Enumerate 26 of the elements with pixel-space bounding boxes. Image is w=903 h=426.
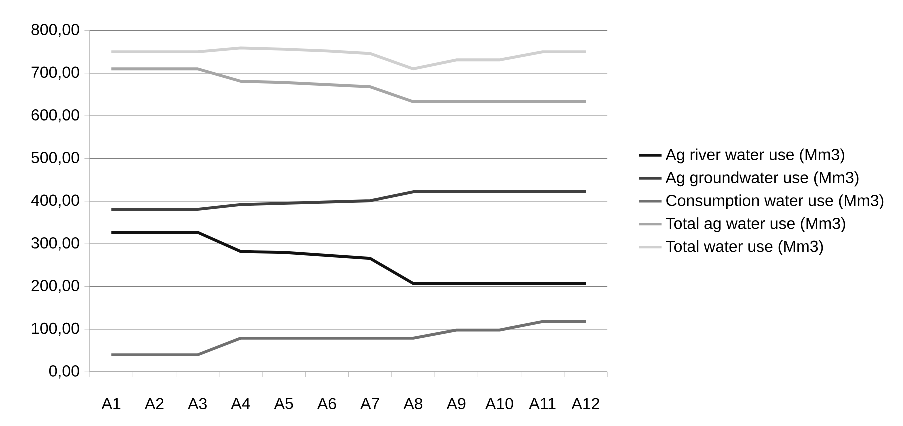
legend-label: Consumption water use (Mm3) xyxy=(666,194,884,210)
x-tick-label: A2 xyxy=(144,398,164,410)
legend-label: Ag groundwater use (Mm3) xyxy=(666,172,859,187)
x-tick-label: A1 xyxy=(102,398,121,410)
x-tick-label: A8 xyxy=(404,398,423,410)
legend-label: Total water use (Mm3) xyxy=(666,240,824,256)
x-tick-label: A9 xyxy=(446,398,466,410)
x-tick-label: A12 xyxy=(572,398,600,410)
x-tick-label: A11 xyxy=(529,398,556,410)
y-tick-label: 0,00 xyxy=(49,365,80,379)
y-tick-label: 500,00 xyxy=(32,152,80,166)
y-tick-label: 800,00 xyxy=(32,24,80,38)
x-tick-label: A10 xyxy=(486,398,514,410)
y-tick-label: 300,00 xyxy=(32,237,80,251)
x-tick-label: A3 xyxy=(188,398,207,410)
y-tick-label: 600,00 xyxy=(32,109,80,123)
y-tick-label: 400,00 xyxy=(31,194,80,208)
y-tick-label: 200,00 xyxy=(32,280,80,294)
x-tick-label: A7 xyxy=(360,398,380,410)
x-tick-label: A5 xyxy=(274,398,294,410)
legend-label: Total ag water use (Mm3) xyxy=(666,217,846,232)
y-tick-label: 100,00 xyxy=(32,322,80,336)
y-tick-label: 700,00 xyxy=(32,66,80,80)
x-tick-label: A6 xyxy=(317,398,336,410)
legend-label: Ag river water use (Mm3) xyxy=(666,148,844,164)
x-tick-label: A4 xyxy=(231,398,250,410)
